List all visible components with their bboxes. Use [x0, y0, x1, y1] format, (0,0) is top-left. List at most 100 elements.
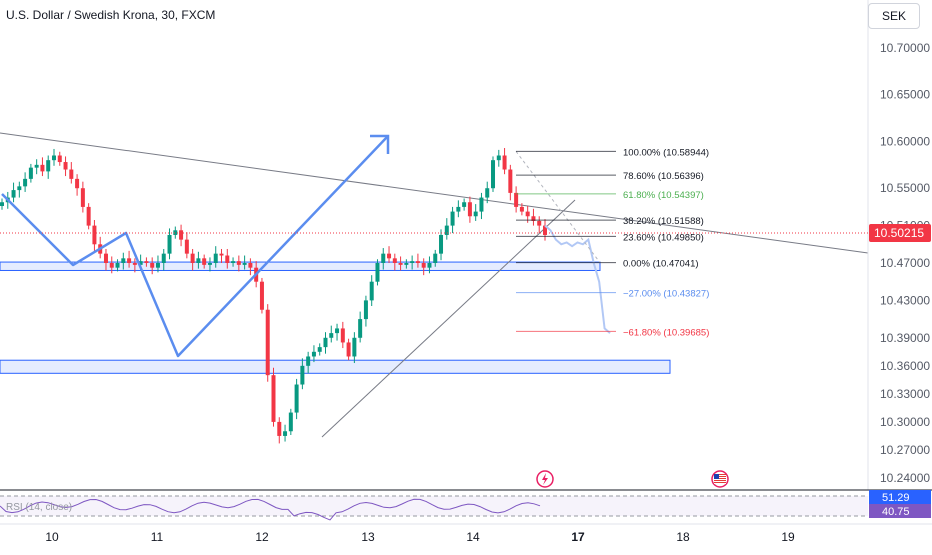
fib-level-label: 23.60% (10.49850) — [623, 232, 704, 243]
candle — [80, 181, 85, 213]
lightning-icon[interactable] — [536, 470, 554, 488]
candle — [462, 198, 467, 211]
candle-body — [352, 337, 357, 357]
currency-button[interactable]: SEK — [868, 3, 920, 29]
candle — [467, 196, 472, 223]
event-icons[interactable] — [536, 470, 729, 488]
candle-body — [525, 211, 530, 217]
candle-body — [543, 225, 547, 235]
candle — [207, 257, 212, 272]
candle-body — [213, 253, 218, 263]
candle — [508, 164, 513, 201]
fib-diagonal — [515, 151, 601, 263]
candle-body — [358, 319, 363, 338]
y-tick-label: 10.39000 — [880, 331, 930, 345]
candle — [196, 251, 201, 269]
candle-body — [46, 160, 51, 172]
x-tick-label: 12 — [255, 530, 269, 544]
x-tick-label: 18 — [676, 530, 690, 544]
y-tick-label: 10.55000 — [880, 181, 930, 195]
candle-body — [75, 178, 80, 189]
candle — [184, 232, 189, 259]
candle — [173, 226, 178, 239]
y-axis[interactable]: 10.7000010.6500010.6000010.5500010.51000… — [0, 0, 931, 490]
y-tick-label: 10.27000 — [880, 443, 930, 457]
pattern-arrowhead — [370, 134, 390, 154]
candle-body — [519, 206, 524, 212]
candle-body — [248, 263, 253, 268]
candle — [57, 151, 62, 166]
fibonacci-layer: 100.00% (10.58944) 78.60% (10.56396) 61.80… — [516, 147, 709, 338]
candle-body — [496, 155, 501, 161]
candle-body — [346, 342, 351, 357]
us-flag-icon-stripe — [714, 476, 726, 477]
current-price-badge — [869, 223, 931, 242]
candle — [439, 229, 444, 261]
us-flag-icon[interactable] — [711, 470, 729, 488]
candle — [17, 181, 22, 198]
us-flag-icon-stripe — [714, 474, 726, 475]
candle — [363, 295, 368, 327]
candle — [75, 174, 80, 196]
candle-body — [63, 162, 68, 170]
candle-body — [288, 412, 293, 432]
us-flag-icon-stripe — [714, 480, 726, 481]
candle-body — [473, 211, 478, 217]
fib-level-label: 78.60% (10.56396) — [623, 171, 704, 182]
candle-body — [439, 234, 444, 254]
candle — [404, 259, 409, 269]
candle — [352, 332, 357, 364]
candle-body — [323, 337, 328, 348]
y-tick-label: 10.33000 — [880, 387, 930, 401]
fib-level-label: 38.20% (10.51588) — [623, 216, 704, 227]
candle-body — [381, 253, 386, 263]
rsi-pane[interactable]: RSI (14, close) 51.29 40.75 — [0, 489, 932, 521]
y-tick-label: 10.43000 — [880, 293, 930, 307]
candle-body — [23, 178, 28, 187]
candle-body — [335, 328, 340, 334]
candle-body — [317, 347, 322, 352]
lower-support-zone — [0, 359, 671, 374]
candle-body — [427, 263, 432, 268]
candle — [329, 325, 334, 343]
candle — [323, 332, 328, 354]
candle-body — [514, 192, 519, 207]
candle-body — [17, 186, 22, 191]
candle — [335, 323, 340, 341]
candles-layer — [0, 148, 547, 444]
y-tick-label: 10.60000 — [880, 134, 930, 148]
candle — [92, 220, 97, 251]
candle — [271, 367, 276, 427]
candle — [69, 162, 74, 184]
candle — [450, 206, 455, 234]
candle-body — [433, 253, 438, 263]
candle — [491, 156, 496, 192]
candle-body — [144, 261, 149, 263]
candle-body — [92, 225, 97, 245]
candle — [179, 224, 184, 247]
candle — [306, 351, 311, 374]
candle-body — [375, 263, 380, 282]
ascending-trendline — [321, 199, 576, 438]
candle — [444, 218, 449, 240]
candle-body — [103, 253, 108, 263]
candle — [519, 203, 524, 216]
candle — [115, 259, 120, 272]
candle — [398, 256, 403, 271]
y-tick-label: 10.47000 — [880, 256, 930, 270]
fib-level-label: −27.00% (10.43827) — [623, 289, 709, 300]
candle — [381, 248, 386, 270]
candle — [427, 256, 432, 274]
candle-body — [207, 263, 212, 265]
candle — [543, 219, 547, 241]
candle — [225, 248, 230, 269]
candle — [219, 248, 224, 263]
fib-level-label: 100.00% (10.58944) — [623, 147, 709, 158]
zigzag-pattern — [1, 135, 389, 358]
us-flag-icon-canton — [714, 474, 719, 479]
candle — [265, 304, 270, 382]
x-axis[interactable]: 10 11 12 13 14 17 18 19 — [0, 523, 932, 544]
candle-body — [132, 263, 137, 265]
